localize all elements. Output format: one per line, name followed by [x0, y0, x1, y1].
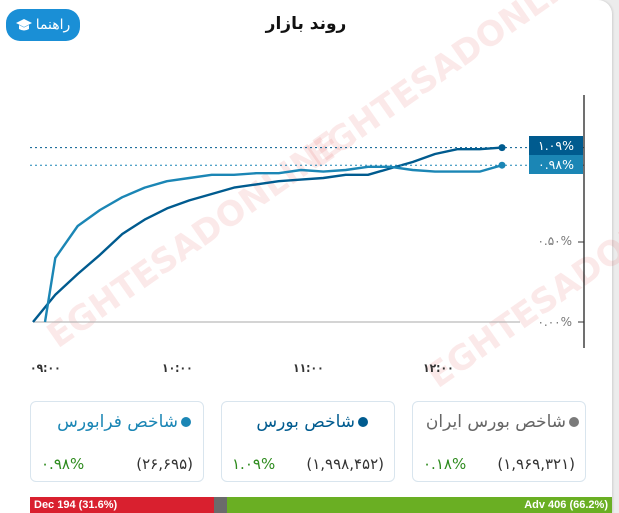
index-card-otc[interactable]: شاخص فرابورس (۲۶,۶۹۵) ۰.۹۸%	[30, 401, 204, 482]
advance-segment[interactable]: Adv 406 (66.2%)	[226, 497, 612, 513]
x-tick: ۱۲:۰۰	[423, 361, 454, 375]
index-name: شاخص بورس ایران	[426, 412, 579, 432]
legend-dot-icon	[358, 417, 368, 427]
unchanged-segment[interactable]	[213, 497, 227, 513]
index-change: ۰.۱۸%	[423, 455, 467, 473]
index-name: شاخص بورس	[256, 412, 368, 432]
market-breadth-bar: Dec 194 (31.6%) Adv 406 (66.2%)	[30, 497, 612, 513]
otc-index-last-label: ۰.۹۸%	[529, 155, 583, 174]
line-chart: ۰۹:۰۰ ۱۰:۰۰ ۱۱:۰۰ ۱۲:۰۰ ۰.۵۰% ۰.۰۰% ۱.۰۹…	[30, 95, 585, 375]
legend-dot-icon	[569, 417, 579, 427]
decline-segment[interactable]: Dec 194 (31.6%)	[30, 497, 214, 513]
page-title: روند بازار	[265, 14, 347, 34]
y-tick: ۰.۰۰%	[537, 315, 572, 329]
index-value: (۲۶,۶۹۵)	[136, 455, 193, 473]
chart-plot	[30, 95, 585, 348]
index-change: ۱.۰۹%	[232, 455, 276, 473]
index-card-iran[interactable]: شاخص بورس ایران (۱,۹۶۹,۳۲۱) ۰.۱۸%	[412, 401, 586, 482]
x-tick: ۱۱:۰۰	[293, 361, 324, 375]
legend-dot-icon	[181, 417, 191, 427]
y-tick: ۰.۵۰%	[537, 234, 572, 248]
decline-label: Dec 194 (31.6%)	[34, 499, 118, 511]
index-name-label: شاخص بورس ایران	[425, 412, 566, 432]
index-name: شاخص فرابورس	[57, 412, 191, 432]
index-name-label: شاخص فرابورس	[57, 412, 178, 432]
graduation-cap-icon	[15, 19, 32, 31]
index-card-tse[interactable]: شاخص بورس (۱,۹۹۸,۴۵۲) ۱.۰۹%	[221, 401, 395, 482]
x-tick: ۰۹:۰۰	[30, 361, 61, 375]
index-change: ۰.۹۸%	[41, 455, 85, 473]
advance-label: Adv 406 (66.2%)	[524, 499, 608, 511]
index-value: (۱,۹۶۹,۳۲۱)	[497, 455, 575, 473]
help-label: راهنما	[35, 17, 71, 33]
help-button[interactable]: راهنما	[6, 9, 80, 41]
index-name-label: شاخص بورس	[256, 412, 355, 432]
main-index-last-label: ۱.۰۹%	[529, 136, 583, 155]
index-value: (۱,۹۹۸,۴۵۲)	[306, 455, 384, 473]
x-tick: ۱۰:۰۰	[162, 361, 193, 375]
